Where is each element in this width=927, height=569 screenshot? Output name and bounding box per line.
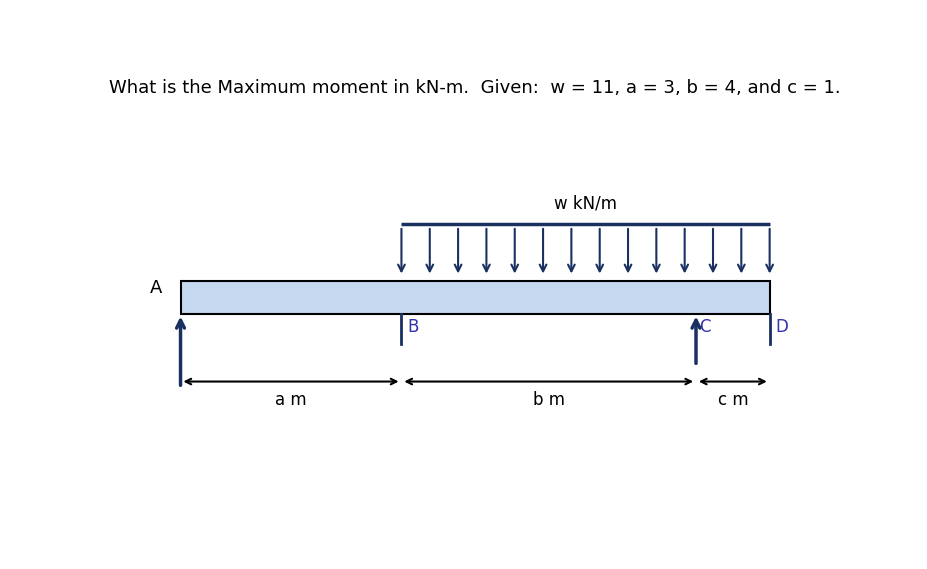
Bar (181, 281, 769, 314)
Text: c m: c m (717, 391, 748, 409)
Text: What is the Maximum moment in kN-m.  Given:  w = 11, a = 3, b = 4, and c = 1.: What is the Maximum moment in kN-m. Give… (109, 79, 841, 97)
Text: C: C (700, 318, 711, 336)
Text: D: D (775, 318, 788, 336)
Text: a m: a m (275, 391, 307, 409)
Text: w kN/m: w kN/m (554, 195, 617, 213)
Text: B: B (407, 318, 419, 336)
Text: b m: b m (533, 391, 565, 409)
Text: A: A (150, 279, 162, 296)
